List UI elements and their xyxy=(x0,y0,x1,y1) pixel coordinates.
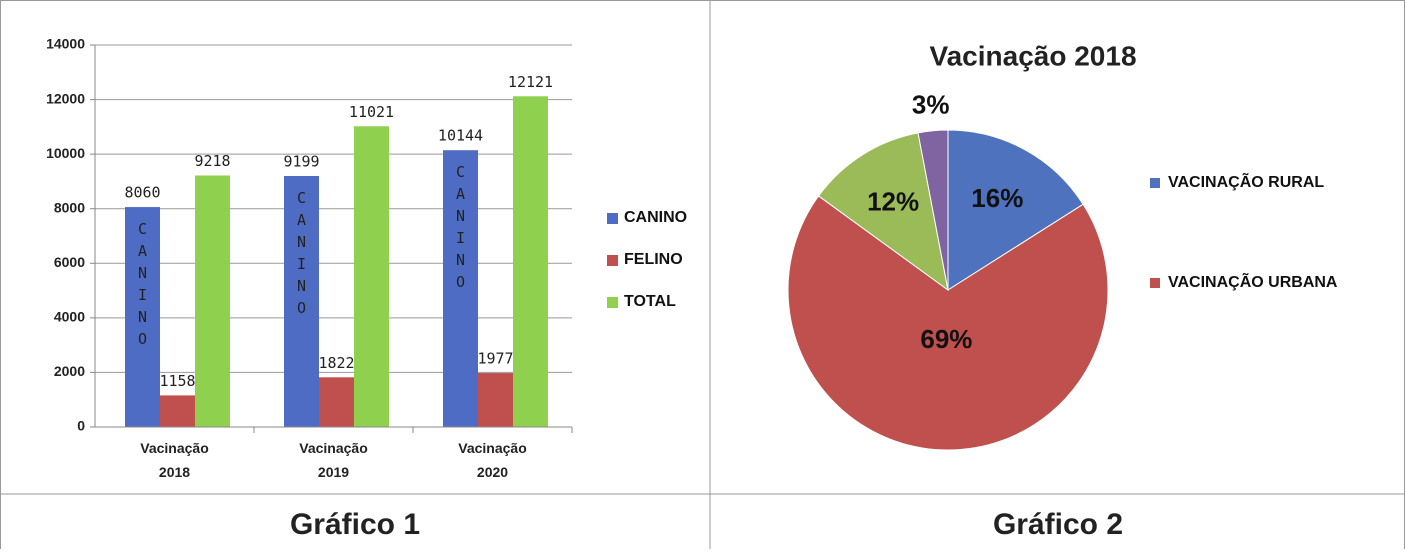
x-tick-line: Vacinação xyxy=(299,440,368,456)
y-tick-label: 8000 xyxy=(54,199,85,215)
bar-name-letter: A xyxy=(456,185,465,203)
pie-slice xyxy=(917,129,949,291)
value-label: 1977 xyxy=(477,350,513,368)
x-tick-line: 2018 xyxy=(159,464,190,480)
value-label: 8060 xyxy=(124,184,160,202)
legend-label: VACINAÇÃO URBANA xyxy=(1168,271,1338,291)
y-tick-label: 6000 xyxy=(54,254,85,270)
x-tick-line: Vacinação xyxy=(458,440,527,456)
caption: Gráfico 2 xyxy=(993,508,1123,541)
x-tick-line: 2020 xyxy=(477,464,508,480)
bar xyxy=(443,150,478,427)
value-label: 10144 xyxy=(438,127,483,145)
legend-swatch xyxy=(607,297,618,308)
pie-slice xyxy=(817,132,949,292)
y-tick-label: 14000 xyxy=(46,36,85,52)
y-tick-label: 10000 xyxy=(46,145,85,161)
bar-name-letter: O xyxy=(297,298,306,316)
bar-name-letter: N xyxy=(297,232,306,250)
value-label: 9199 xyxy=(283,152,319,170)
slice-label: 12% xyxy=(867,186,919,216)
legend-label: VACINAÇÃO RURAL xyxy=(1168,171,1324,191)
x-tick-line: Vacinação xyxy=(140,440,209,456)
bar-name-letter: O xyxy=(138,330,147,348)
bar-name-letter: O xyxy=(456,273,465,291)
legend-label: TOTAL xyxy=(624,293,676,310)
bar xyxy=(354,126,389,427)
value-label: 11021 xyxy=(349,103,394,121)
bar xyxy=(319,377,354,427)
bar xyxy=(160,395,195,427)
value-label: 1822 xyxy=(318,354,354,372)
pie-slice xyxy=(947,129,1084,291)
legend-swatch xyxy=(1150,278,1160,288)
legend-swatch xyxy=(607,255,618,266)
bar-name-letter: C xyxy=(138,220,147,238)
bar-name-letter: I xyxy=(138,286,147,304)
bar-name-letter: A xyxy=(138,242,147,260)
y-tick-label: 4000 xyxy=(54,309,85,325)
chart-title: Vacinação 2018 xyxy=(929,40,1136,71)
bar-name-letter: A xyxy=(297,210,306,228)
bar-name-letter: N xyxy=(456,207,465,225)
bar xyxy=(195,175,230,427)
bar-name-letter: N xyxy=(297,276,306,294)
slice-label: 16% xyxy=(971,183,1023,213)
bar xyxy=(284,175,319,427)
bar-name-letter: I xyxy=(297,254,306,272)
y-tick-label: 2000 xyxy=(54,363,85,379)
legend-label: FELINO xyxy=(624,251,683,268)
value-label: 9218 xyxy=(194,152,230,170)
slice-label: 69% xyxy=(920,324,972,354)
bar-name-letter: C xyxy=(297,188,306,206)
x-tick-label: Vacinação 2018 xyxy=(140,440,209,480)
bar-name-letter: I xyxy=(456,229,465,247)
bar-name-letter: N xyxy=(138,264,147,282)
x-tick-label: Vacinação 2020 xyxy=(458,440,527,480)
x-tick-label: Vacinação 2019 xyxy=(299,440,368,480)
y-tick-label: 12000 xyxy=(46,90,85,106)
bar-name-letter: N xyxy=(138,308,147,326)
value-label: 12121 xyxy=(508,73,553,91)
bar-name-letter: N xyxy=(456,251,465,269)
bar xyxy=(125,207,160,427)
y-tick-label: 0 xyxy=(77,418,85,434)
bar-name-letter: C xyxy=(456,163,465,181)
bar xyxy=(478,373,513,427)
pie-slice xyxy=(787,195,1109,451)
legend-swatch xyxy=(607,213,618,224)
legend-swatch xyxy=(1150,178,1160,188)
bar xyxy=(513,96,548,427)
value-label: 1158 xyxy=(159,372,195,390)
caption: Gráfico 1 xyxy=(290,508,420,541)
legend-label: CANINO xyxy=(624,209,687,226)
x-tick-line: 2019 xyxy=(318,464,349,480)
slice-label: 3% xyxy=(912,90,950,120)
